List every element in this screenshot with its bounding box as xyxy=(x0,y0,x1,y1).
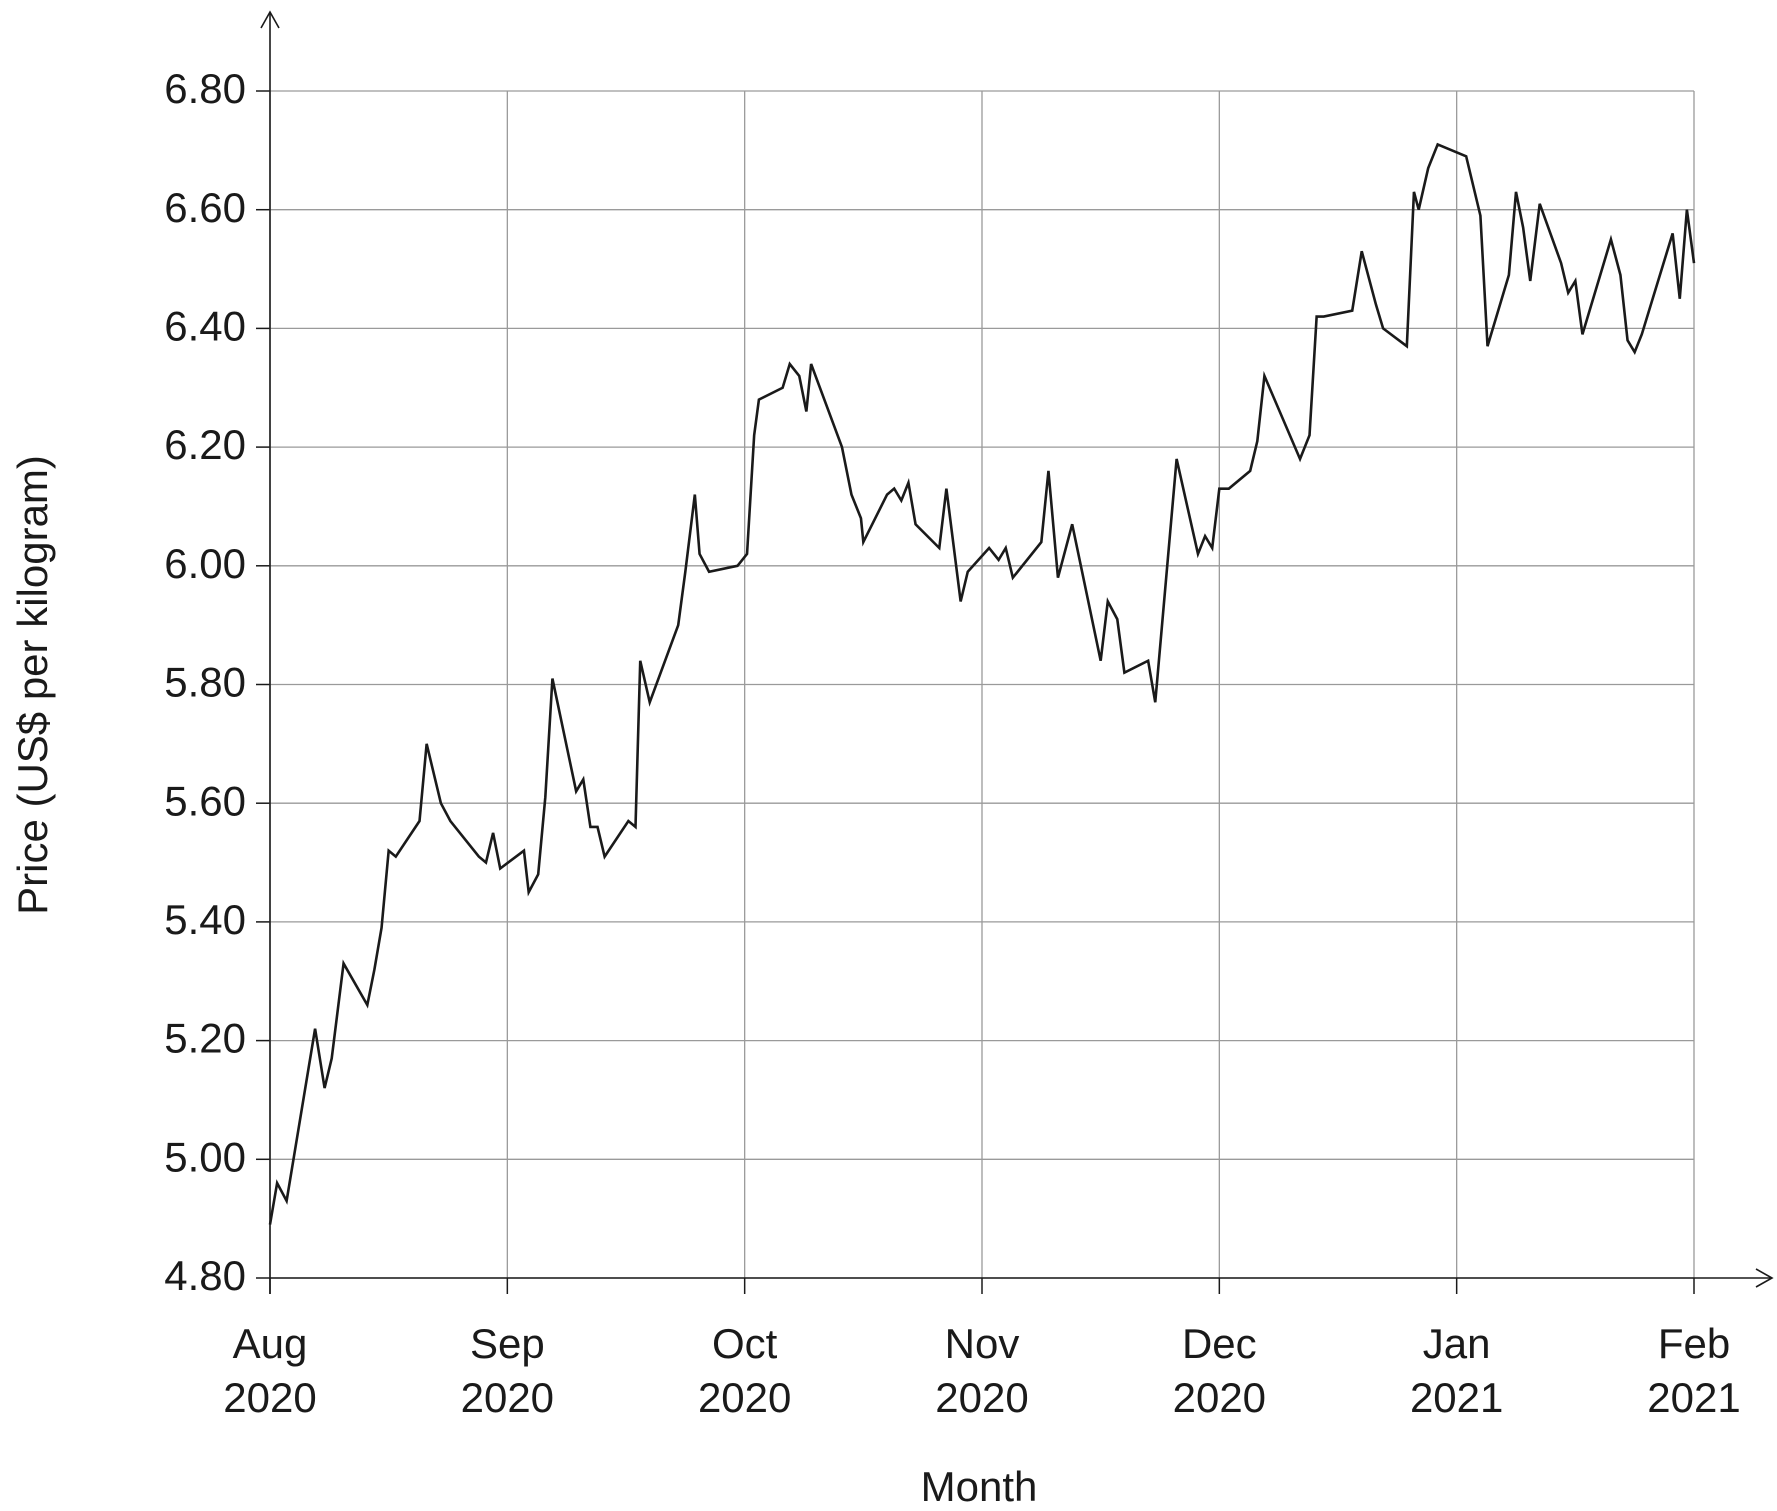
y-tick-label: 5.20 xyxy=(164,1015,246,1062)
y-tick-label: 6.20 xyxy=(164,421,246,468)
x-axis-label: Month xyxy=(921,1463,1038,1510)
x-tick-label: Feb 2021 xyxy=(1647,1320,1741,1421)
y-tick-label: 6.40 xyxy=(164,302,246,349)
x-tick-label: Oct 2020 xyxy=(697,1320,792,1421)
y-axis-arrow xyxy=(260,10,280,29)
x-tick-label: Nov 2020 xyxy=(935,1320,1029,1421)
x-tick-label: Dec 2020 xyxy=(1172,1320,1267,1421)
y-tick-label: 5.60 xyxy=(164,777,246,824)
y-tick-label: 4.80 xyxy=(164,1252,246,1299)
y-tick-label: 6.80 xyxy=(164,65,246,112)
x-tick-label: Jan 2021 xyxy=(1409,1320,1504,1421)
x-tick-label: Sep 2020 xyxy=(460,1320,555,1421)
x-axis-arrow xyxy=(1755,1268,1774,1288)
y-tick-label: 5.00 xyxy=(164,1133,246,1180)
y-tick-label: 6.60 xyxy=(164,184,246,231)
y-tick-label: 6.00 xyxy=(164,540,246,587)
y-tick-label: 5.80 xyxy=(164,659,246,706)
price-line xyxy=(268,142,1696,1225)
y-tick-label: 5.40 xyxy=(164,896,246,943)
y-axis-label: Price (US$ per kilogram) xyxy=(9,455,56,915)
x-tick-label: Aug 2020 xyxy=(223,1320,317,1421)
